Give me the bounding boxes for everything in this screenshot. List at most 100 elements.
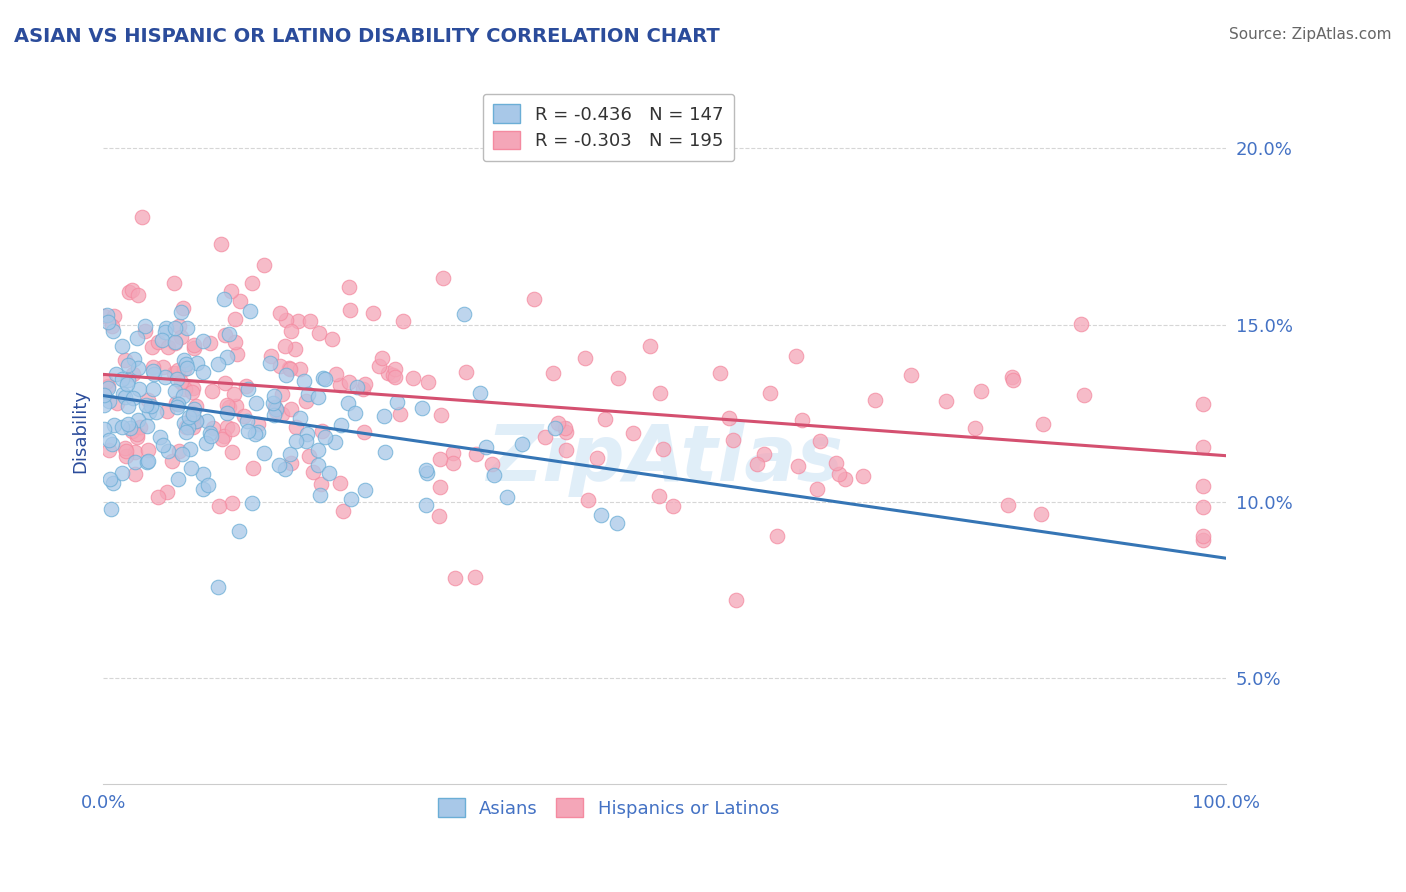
Point [236, 382, 259, 396]
Point [218, 400, 240, 414]
Point [267, 458, 290, 473]
Point [382, 368, 405, 383]
Point [201, 420, 224, 434]
Point [415, 498, 437, 512]
Point [245, 396, 267, 410]
Point [554, 420, 576, 434]
Point [176, 357, 198, 371]
Point [215, 398, 238, 412]
Point [240, 277, 263, 291]
Point [262, 395, 284, 409]
Point [309, 488, 332, 502]
Point [1029, 507, 1052, 521]
Point [181, 409, 204, 424]
Point [114, 352, 136, 367]
Point [226, 347, 249, 361]
Point [297, 386, 319, 401]
Point [295, 427, 318, 442]
Point [117, 359, 139, 373]
Point [131, 211, 153, 225]
Point [225, 399, 247, 413]
Point [825, 456, 848, 470]
Point [1001, 373, 1024, 387]
Legend: Asians, Hispanics or Latinos: Asians, Hispanics or Latinos [430, 791, 786, 825]
Point [387, 395, 409, 409]
Point [709, 366, 731, 380]
Point [314, 430, 336, 444]
Point [259, 356, 281, 370]
Point [900, 368, 922, 383]
Point [430, 408, 453, 422]
Point [193, 366, 215, 380]
Point [148, 335, 170, 350]
Point [122, 352, 145, 367]
Point [97, 315, 120, 329]
Point [209, 237, 232, 252]
Point [759, 386, 782, 401]
Point [389, 407, 412, 421]
Point [172, 389, 194, 403]
Point [496, 491, 519, 505]
Text: ZipAtlas: ZipAtlas [486, 421, 844, 497]
Point [354, 377, 377, 392]
Point [555, 443, 578, 458]
Point [264, 401, 287, 415]
Point [215, 419, 238, 434]
Point [785, 349, 807, 363]
Point [481, 458, 503, 472]
Point [243, 426, 266, 441]
Point [215, 351, 238, 365]
Point [299, 313, 322, 327]
Point [724, 593, 747, 607]
Point [141, 399, 163, 413]
Point [765, 529, 787, 543]
Point [589, 508, 612, 522]
Point [288, 362, 311, 376]
Point [648, 489, 671, 503]
Point [186, 356, 208, 370]
Point [136, 393, 159, 408]
Point [427, 508, 450, 523]
Point [229, 293, 252, 308]
Point [172, 301, 194, 315]
Point [1192, 479, 1215, 493]
Point [242, 460, 264, 475]
Point [534, 430, 557, 444]
Point [432, 270, 454, 285]
Point [117, 399, 139, 413]
Point [127, 360, 149, 375]
Point [179, 410, 201, 425]
Point [150, 334, 173, 348]
Point [124, 444, 146, 458]
Point [186, 414, 208, 428]
Point [176, 321, 198, 335]
Point [453, 306, 475, 320]
Point [863, 392, 886, 407]
Point [96, 309, 118, 323]
Point [152, 437, 174, 451]
Point [402, 370, 425, 384]
Point [264, 404, 287, 418]
Point [117, 417, 139, 431]
Point [1073, 388, 1095, 402]
Point [374, 445, 396, 459]
Point [169, 318, 191, 333]
Point [181, 381, 204, 395]
Point [98, 433, 121, 447]
Point [274, 312, 297, 326]
Point [512, 436, 534, 450]
Point [541, 366, 564, 380]
Point [129, 420, 152, 434]
Point [298, 449, 321, 463]
Point [124, 455, 146, 469]
Point [834, 472, 856, 486]
Point [142, 364, 165, 378]
Point [787, 458, 810, 473]
Point [207, 357, 229, 371]
Point [377, 366, 399, 380]
Point [332, 504, 354, 518]
Point [295, 393, 318, 408]
Point [576, 493, 599, 508]
Point [429, 451, 451, 466]
Point [100, 472, 122, 486]
